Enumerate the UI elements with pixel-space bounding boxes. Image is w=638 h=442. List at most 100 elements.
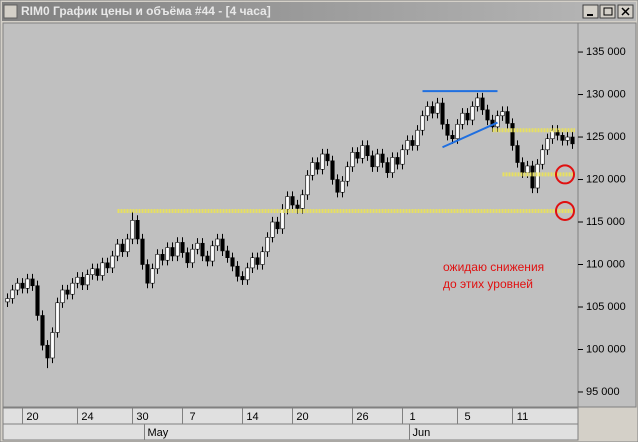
candle-body — [430, 106, 435, 114]
candle-body — [25, 278, 30, 289]
candle-body — [435, 102, 440, 114]
candle-body — [450, 135, 455, 140]
candle-body — [465, 112, 470, 121]
candle-body — [340, 180, 345, 193]
candle-body — [330, 160, 335, 180]
candle-body — [545, 138, 550, 151]
candle-body — [120, 243, 125, 253]
y-tick-label: 110 000 — [586, 258, 625, 270]
candle-body — [90, 268, 95, 276]
candle-body — [260, 251, 265, 265]
candle-body — [500, 111, 505, 117]
candle-body — [305, 174, 310, 196]
maximize-button[interactable] — [599, 4, 616, 19]
target-circle — [555, 164, 575, 185]
y-axis-panel — [577, 22, 637, 408]
candle-body — [275, 221, 280, 230]
candle-body — [370, 155, 375, 168]
candle-body — [335, 179, 340, 193]
y-tick-label: 115 000 — [586, 216, 625, 228]
candle-body — [530, 165, 535, 189]
candle-body — [160, 254, 165, 261]
candle-body — [365, 145, 370, 157]
candle-body — [520, 162, 525, 174]
candle-body — [300, 194, 305, 209]
candle-body — [150, 268, 155, 284]
candle-body — [345, 166, 350, 182]
candle-body — [115, 243, 120, 257]
candle-body — [460, 112, 465, 125]
candle-body — [35, 285, 40, 316]
x-tick-label: 20 — [26, 411, 38, 423]
candle-body — [290, 196, 295, 206]
candle-body — [310, 162, 315, 176]
candle-body — [440, 102, 445, 125]
x-tick-label: 26 — [356, 411, 368, 423]
candle-body — [75, 276, 80, 284]
y-tick-label: 125 000 — [586, 131, 626, 143]
candle-body — [20, 282, 25, 289]
x-tick-label: 7 — [189, 411, 195, 423]
candle-body — [415, 129, 420, 146]
candle-body — [315, 162, 320, 170]
candle-body — [15, 282, 20, 291]
month-label: May — [148, 427, 169, 439]
candle-body — [165, 247, 170, 261]
candle-body — [560, 135, 565, 141]
x-tick-label: 11 — [517, 411, 528, 423]
candle-body — [210, 245, 215, 262]
candle-body — [170, 247, 175, 257]
candle-body — [320, 153, 325, 170]
candle-body — [480, 97, 485, 111]
candle-body — [225, 250, 230, 259]
candle-body — [180, 242, 185, 253]
x-tick-label: 14 — [246, 411, 258, 423]
candle-body — [495, 115, 500, 128]
candle-body — [295, 204, 300, 209]
candle-body — [195, 242, 200, 250]
candle-body — [55, 302, 60, 333]
x-tick-label: 1 — [409, 411, 415, 423]
candle-body — [250, 257, 255, 269]
candle-body — [95, 268, 100, 276]
candle-body — [265, 237, 270, 253]
candle-body — [515, 145, 520, 163]
window-buttons[interactable] — [582, 4, 634, 19]
candle-body — [565, 136, 570, 141]
candle-body — [325, 153, 330, 162]
candle-body — [375, 153, 380, 168]
candle-body — [410, 140, 415, 146]
y-tick-label: 95 000 — [586, 386, 620, 398]
candle-body — [270, 221, 275, 238]
candle-body — [205, 255, 210, 262]
candle-body — [50, 332, 55, 359]
candle-body — [240, 276, 245, 281]
candle-body — [245, 267, 250, 281]
candle-body — [470, 106, 475, 121]
candle-body — [130, 220, 135, 240]
candle-body — [455, 123, 460, 140]
candle-body — [350, 152, 355, 168]
candle-body — [175, 242, 180, 257]
candle-body — [45, 344, 50, 359]
candle-body — [220, 238, 225, 252]
candle-body — [385, 162, 390, 174]
target-circle — [555, 200, 575, 221]
candle-body — [140, 238, 145, 265]
candle-body — [40, 315, 45, 346]
candle-body — [485, 109, 490, 121]
candle-body — [425, 106, 430, 117]
candle-body — [570, 136, 575, 145]
candle-body — [255, 257, 260, 265]
candle-body — [10, 289, 15, 299]
candle-body — [125, 238, 130, 253]
candle-body — [100, 262, 105, 276]
candle-body — [30, 278, 35, 287]
candle-body — [185, 252, 190, 264]
candle-body — [145, 264, 150, 284]
minimize-button[interactable] — [582, 4, 599, 19]
candle-body — [80, 276, 85, 286]
candle-body — [60, 289, 65, 304]
